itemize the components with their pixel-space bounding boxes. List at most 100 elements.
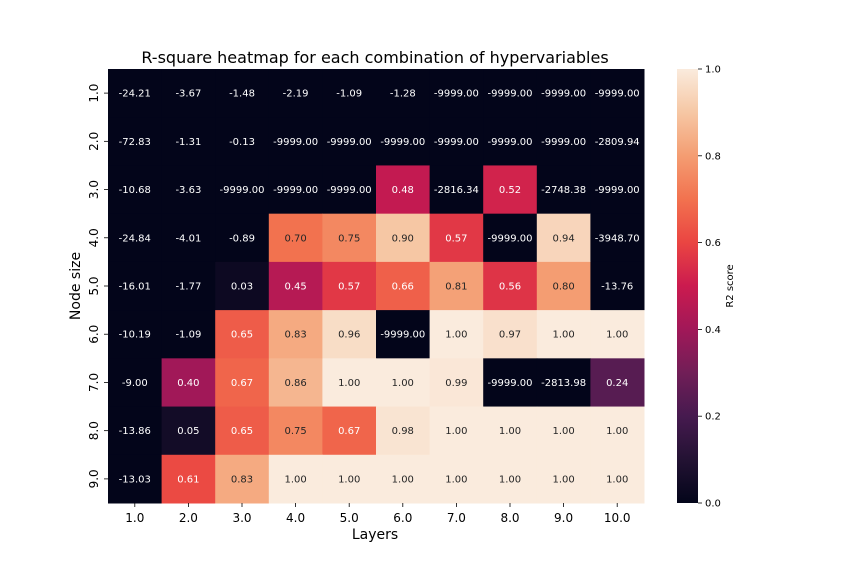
cell-value-label: -72.83 <box>119 137 151 148</box>
cell-value-label: 1.00 <box>284 474 306 485</box>
cell-value-label: -13.86 <box>119 426 151 437</box>
cell-value-label: -1.09 <box>336 89 362 100</box>
heatmap-cell <box>322 358 377 408</box>
cell-value-label: -2813.98 <box>541 378 586 389</box>
cell-value-label: 0.75 <box>338 233 360 244</box>
cell-value-label: 0.57 <box>445 233 467 244</box>
x-tick-labels: 1.0 2.0 3.0 4.0 5.0 6.0 7.0 8.0 9.0 10.0 <box>125 503 631 525</box>
x-tick-label: 5.0 <box>340 511 359 525</box>
cell-value-label: -13.03 <box>119 474 151 485</box>
x-axis-label: Layers <box>352 527 398 543</box>
x-tick-label: 6.0 <box>393 511 412 525</box>
cell-value-label: 1.00 <box>445 330 467 341</box>
heatmap-cell <box>376 261 431 311</box>
heatmap-cell <box>590 454 645 504</box>
heatmap-cell <box>108 310 163 359</box>
heatmap-cell <box>268 406 323 456</box>
cell-value-label: -9999.00 <box>541 137 586 148</box>
heatmap-cell <box>268 69 323 118</box>
heatmap-cell <box>483 261 538 311</box>
heatmap-cell <box>483 310 538 359</box>
colorbar-tick-label: 0.6 <box>705 238 721 249</box>
cell-value-label: 1.00 <box>552 426 574 437</box>
heatmap-cell <box>429 261 484 311</box>
y-tick-label: 5.0 <box>87 276 101 295</box>
cell-value-label: 0.48 <box>392 185 414 196</box>
heatmap-cell <box>161 406 216 456</box>
heatmap-cell <box>483 69 538 118</box>
cell-value-label: -9999.00 <box>541 89 586 100</box>
cell-value-label: -9999.00 <box>327 137 372 148</box>
cell-value-label: -24.21 <box>119 89 151 100</box>
heatmap-cell <box>429 358 484 408</box>
cell-value-label: 0.98 <box>392 426 414 437</box>
heatmap-cell <box>483 165 538 215</box>
cell-value-label: 1.00 <box>606 474 628 485</box>
heatmap-cell <box>376 406 431 456</box>
heatmap-cell <box>161 69 216 118</box>
cell-value-label: -10.19 <box>119 330 151 341</box>
cell-value-label: 0.66 <box>392 282 414 293</box>
heatmap-cell <box>590 69 645 118</box>
heatmap-cell <box>108 358 163 408</box>
heatmap-cell <box>108 406 163 456</box>
heatmap-cell <box>322 69 377 118</box>
heatmap-cell <box>483 117 538 166</box>
heatmap-cells: -24.21 -3.67 -1.48 -2.19 -1.09 -1.28 -9999.00-… <box>108 69 645 504</box>
heatmap-cell <box>536 69 591 118</box>
heatmap-cell <box>590 165 645 215</box>
x-tick-label: 10.0 <box>604 511 631 525</box>
cell-value-label: 0.52 <box>499 185 521 196</box>
y-tick-label: 7.0 <box>87 373 101 392</box>
cell-value-label: -24.84 <box>119 233 151 244</box>
heatmap-cell <box>215 213 270 263</box>
cell-value-label: 0.90 <box>392 233 414 244</box>
cell-value-label: 0.97 <box>499 330 521 341</box>
cell-value-label: -2809.94 <box>595 137 640 148</box>
heatmap-cell <box>215 358 270 408</box>
heatmap-cell <box>322 117 377 166</box>
heatmap-cell <box>161 261 216 311</box>
heatmap-cell <box>268 117 323 166</box>
heatmap-cell <box>590 117 645 166</box>
heatmap-cell <box>376 454 431 504</box>
heatmap-cell <box>536 213 591 263</box>
y-tick-label: 6.0 <box>87 325 101 344</box>
cell-value-label: 0.86 <box>284 378 306 389</box>
y-tick-label: 8.0 <box>87 421 101 440</box>
cell-value-label: -0.89 <box>229 233 255 244</box>
heatmap-cell <box>590 213 645 263</box>
cell-value-label: -9.00 <box>122 378 148 389</box>
y-axis-label: Node size <box>68 252 84 320</box>
heatmap-cell <box>376 213 431 263</box>
heatmap-cell <box>268 358 323 408</box>
cell-value-label: -9999.00 <box>434 89 479 100</box>
x-tick-label: 1.0 <box>125 511 144 525</box>
heatmap-cell <box>322 261 377 311</box>
cell-value-label: 1.00 <box>606 330 628 341</box>
cell-value-label: -9999.00 <box>595 185 640 196</box>
y-tick-label: 4.0 <box>87 228 101 247</box>
colorbar-ticks: 0.0 0.2 0.4 0.6 0.8 1.0 <box>698 65 721 510</box>
cell-value-label: 0.57 <box>338 282 360 293</box>
heatmap-cell <box>108 454 163 504</box>
heatmap-cell <box>268 310 323 359</box>
cell-value-label: 0.70 <box>284 233 306 244</box>
y-tick-label: 1.0 <box>87 84 101 103</box>
cell-value-label: -1.31 <box>175 137 201 148</box>
heatmap-cell <box>483 454 538 504</box>
cell-value-label: 1.00 <box>552 330 574 341</box>
cell-value-label: -1.28 <box>390 89 416 100</box>
cell-value-label: -1.09 <box>175 330 201 341</box>
heatmap-cell <box>161 454 216 504</box>
y-tick-label: 3.0 <box>87 180 101 199</box>
cell-value-label: 0.05 <box>177 426 199 437</box>
heatmap-cell <box>429 165 484 215</box>
heatmap-cell <box>322 213 377 263</box>
heatmap-cell <box>161 165 216 215</box>
cell-value-label: -9999.00 <box>273 185 318 196</box>
heatmap-cell <box>590 358 645 408</box>
heatmap-cell <box>429 454 484 504</box>
heatmap-cell <box>483 213 538 263</box>
x-tick-label: 3.0 <box>232 511 251 525</box>
